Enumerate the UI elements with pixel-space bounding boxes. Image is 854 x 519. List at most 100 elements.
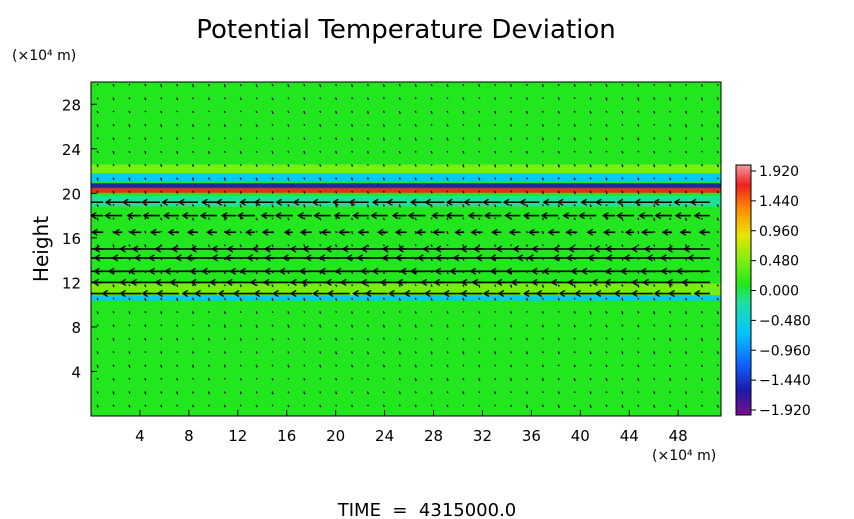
vector-dot [271, 244, 274, 248]
vector-dot [653, 364, 656, 367]
wind-arrow [565, 228, 578, 236]
vector-dot [255, 351, 258, 354]
vector-dot [382, 204, 385, 207]
vector-dot [398, 110, 401, 114]
wind-arrow [528, 228, 540, 236]
vector-dot [684, 97, 688, 100]
vector-dot [462, 337, 465, 341]
wind-arrow [693, 289, 710, 298]
vector-dot [669, 124, 672, 127]
vector-dot [366, 351, 370, 355]
vector-dot [351, 190, 354, 193]
vector-dot [621, 391, 624, 395]
wind-arrow [445, 198, 464, 206]
vector-dot [557, 150, 560, 154]
vector-dot [446, 177, 449, 181]
vector-dot [669, 137, 672, 141]
vector-dot [525, 150, 529, 154]
vector-dot [96, 311, 99, 315]
vector-dot [223, 351, 226, 354]
vector-dot [207, 350, 210, 353]
vector-dot [382, 391, 385, 394]
vector-dot [176, 177, 179, 180]
vector-dot [446, 110, 449, 114]
vector-dot [605, 137, 608, 141]
vector-dot [557, 110, 560, 114]
vector-dot [398, 137, 401, 140]
vector-dot [335, 150, 338, 154]
vector-dot [144, 284, 147, 288]
vector-dot [414, 324, 417, 328]
vector-dot [335, 83, 338, 87]
vector-dot [239, 364, 242, 367]
vector-dot [525, 364, 529, 367]
vector-dot [557, 190, 560, 194]
vector-dot [366, 391, 370, 395]
vector-dot [494, 244, 497, 248]
vector-dot [478, 364, 481, 368]
vector-dot [112, 150, 115, 155]
vector-dot [144, 204, 147, 206]
wind-arrow [253, 289, 274, 298]
vector-dot [207, 163, 210, 167]
vector-dot [653, 177, 656, 180]
wind-arrow [616, 198, 635, 206]
vector-dot [414, 297, 417, 300]
vector-dot [398, 337, 401, 341]
vector-dot [700, 150, 703, 153]
field-band [91, 195, 721, 207]
y-axis-label: Height [29, 216, 53, 282]
vector-dot [510, 391, 513, 394]
wind-arrow [603, 228, 616, 236]
vector-dot [335, 137, 338, 140]
vector-dot [637, 377, 640, 382]
vector-dot [366, 297, 370, 301]
vector-dot [716, 164, 719, 168]
vector-dot [144, 404, 147, 407]
vector-dot [430, 297, 433, 301]
vector-dot [510, 150, 513, 153]
vector-dot [510, 110, 513, 113]
wind-arrow [348, 198, 369, 206]
vector-dot [605, 284, 608, 288]
colorbar-tick-label: 1.440 [759, 194, 799, 210]
wind-arrow [687, 254, 710, 262]
vector-dot [462, 83, 465, 87]
vector-dot [557, 123, 560, 126]
vector-dot [382, 297, 385, 300]
wind-arrow [556, 198, 578, 206]
vector-dot [716, 284, 719, 287]
vector-dot [303, 284, 306, 288]
wind-arrow [698, 228, 710, 236]
vector-dot [366, 110, 370, 115]
vector-dot [335, 310, 338, 314]
vector-dot [462, 164, 465, 168]
vector-dot [287, 97, 290, 100]
vector-dot [414, 377, 417, 382]
vector-dot [144, 377, 147, 381]
vector-dot [541, 337, 544, 340]
vector-dot [637, 137, 640, 141]
wind-arrow [630, 289, 654, 298]
vector-dot [350, 177, 354, 181]
vector-dot [669, 217, 672, 221]
vector-dot [525, 190, 529, 194]
vector-dot [525, 83, 529, 87]
colorbar-tick-label: 0.960 [759, 224, 799, 240]
vector-dot [271, 110, 274, 115]
wind-arrow [91, 228, 104, 236]
vector-dot [351, 284, 354, 287]
vector-dot [350, 204, 354, 207]
vector-dot [430, 364, 433, 367]
vector-dot [176, 97, 179, 101]
vector-dot [669, 190, 672, 195]
vector-dot [684, 337, 688, 341]
vector-dot [700, 217, 704, 221]
vector-dot [510, 311, 513, 314]
vector-dot [144, 297, 147, 302]
vector-dot [430, 310, 433, 313]
vector-dot [430, 204, 433, 208]
vector-dot [637, 337, 640, 340]
vector-dot [637, 404, 640, 407]
vector-dot [621, 377, 624, 381]
